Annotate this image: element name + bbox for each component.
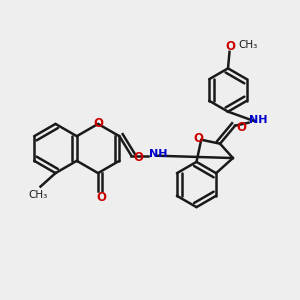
Text: O: O <box>93 117 103 130</box>
Text: O: O <box>133 151 143 164</box>
Text: NH: NH <box>149 149 168 159</box>
Text: O: O <box>97 191 107 204</box>
Text: O: O <box>236 121 246 134</box>
Text: O: O <box>225 40 235 53</box>
Text: NH: NH <box>250 115 268 125</box>
Text: CH₃: CH₃ <box>238 40 257 50</box>
Text: O: O <box>194 132 204 145</box>
Text: CH₃: CH₃ <box>28 190 48 200</box>
